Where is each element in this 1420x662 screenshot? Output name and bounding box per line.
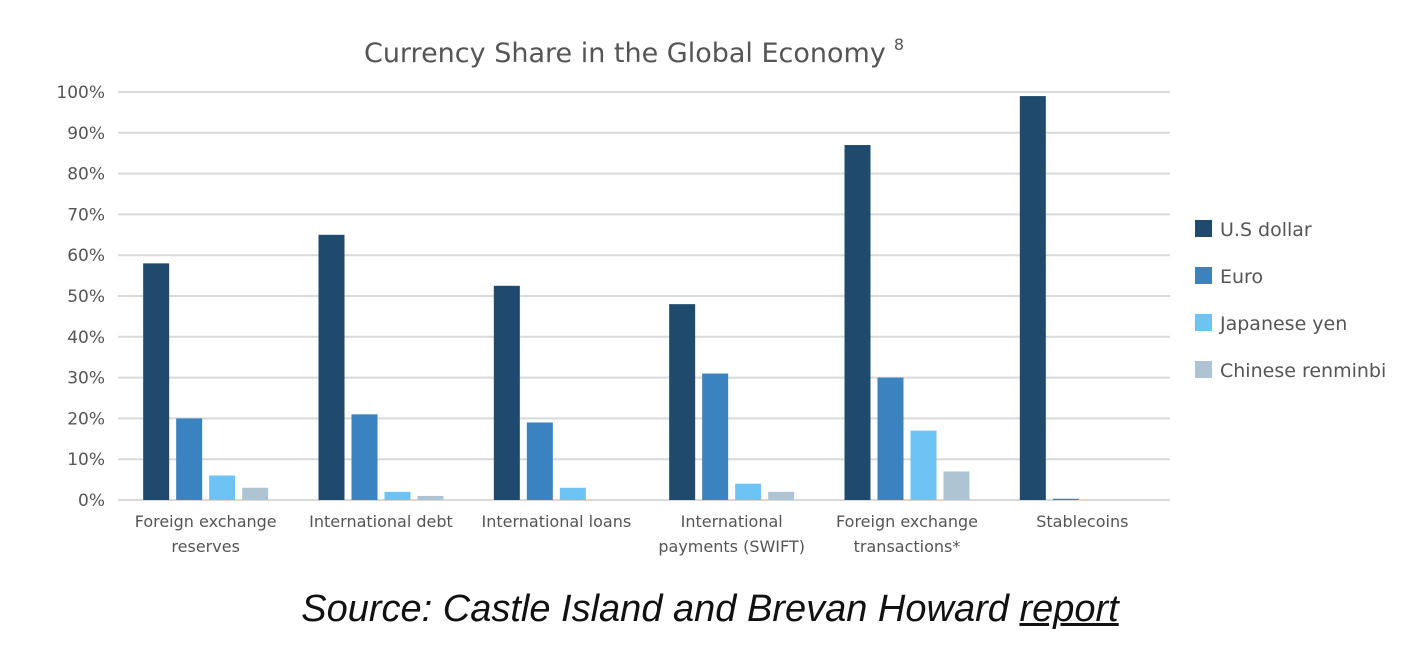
y-tick-label: 60%	[67, 246, 105, 266]
x-category-label: International debt	[309, 512, 453, 531]
y-tick-label: 10%	[67, 450, 105, 470]
y-tick-label: 0%	[78, 491, 105, 511]
legend-swatch	[1195, 314, 1212, 331]
legend-swatch	[1195, 267, 1212, 284]
source-caption: Source: Castle Island and Brevan Howard …	[0, 588, 1420, 631]
x-category-label: International payments (SWIFT)	[658, 512, 805, 556]
chart: Currency Share in the Global Economy 8 0%…	[56, 35, 1386, 556]
y-tick-label: 50%	[67, 287, 105, 307]
y-tick-label: 30%	[67, 369, 105, 389]
report-link[interactable]: report	[1019, 588, 1119, 630]
bar	[735, 483, 762, 500]
x-category-label: Foreign exchange reserves	[135, 512, 277, 556]
bar	[384, 491, 411, 500]
chart-title: Currency Share in the Global Economy 8	[364, 35, 904, 69]
y-tick-label: 70%	[67, 205, 105, 225]
bar	[176, 418, 203, 500]
bars	[143, 96, 1079, 501]
legend-swatch	[1195, 220, 1212, 237]
bar	[351, 414, 378, 500]
bar	[318, 234, 345, 501]
bar	[417, 495, 444, 500]
bar	[526, 422, 553, 500]
bar	[1019, 96, 1046, 500]
bar	[209, 475, 236, 500]
legend-swatch	[1195, 361, 1212, 378]
bar	[559, 487, 586, 500]
bar	[242, 487, 269, 500]
bar	[768, 491, 795, 500]
bar	[877, 377, 904, 500]
y-tick-label: 80%	[67, 165, 105, 185]
bar	[702, 373, 729, 500]
legend-label: Japanese yen	[1219, 313, 1347, 335]
source-text: Source: Castle Island and Brevan Howard	[301, 588, 1009, 630]
bar	[910, 430, 937, 500]
bar	[669, 304, 696, 500]
legend-label: Chinese renminbi	[1220, 360, 1386, 382]
bar	[1052, 498, 1079, 500]
y-tick-label: 100%	[56, 83, 105, 103]
y-tick-label: 90%	[67, 124, 105, 144]
legend: U.S dollar Euro Japanese yen Chinese renmin…	[1195, 219, 1386, 382]
x-category-label: Foreign exchange transactions*	[836, 512, 978, 556]
legend-label: U.S dollar	[1220, 219, 1312, 241]
chart-title-superscript: 8	[894, 35, 904, 54]
gridlines	[118, 91, 1170, 501]
x-category-label: Stablecoins	[1036, 512, 1128, 531]
y-tick-label: 20%	[67, 409, 105, 429]
legend-label: Euro	[1220, 266, 1263, 288]
bar	[943, 471, 970, 500]
x-axis-categories: Foreign exchange reserves International de…	[135, 512, 1129, 556]
y-tick-label: 40%	[67, 328, 105, 348]
x-category-label: International loans	[481, 512, 631, 531]
bar	[493, 285, 520, 500]
bar	[844, 145, 871, 501]
bar	[143, 263, 170, 500]
y-axis-ticks: 0% 10% 20% 30% 40% 50% 60% 70% 80% 90% 100%	[56, 83, 105, 511]
